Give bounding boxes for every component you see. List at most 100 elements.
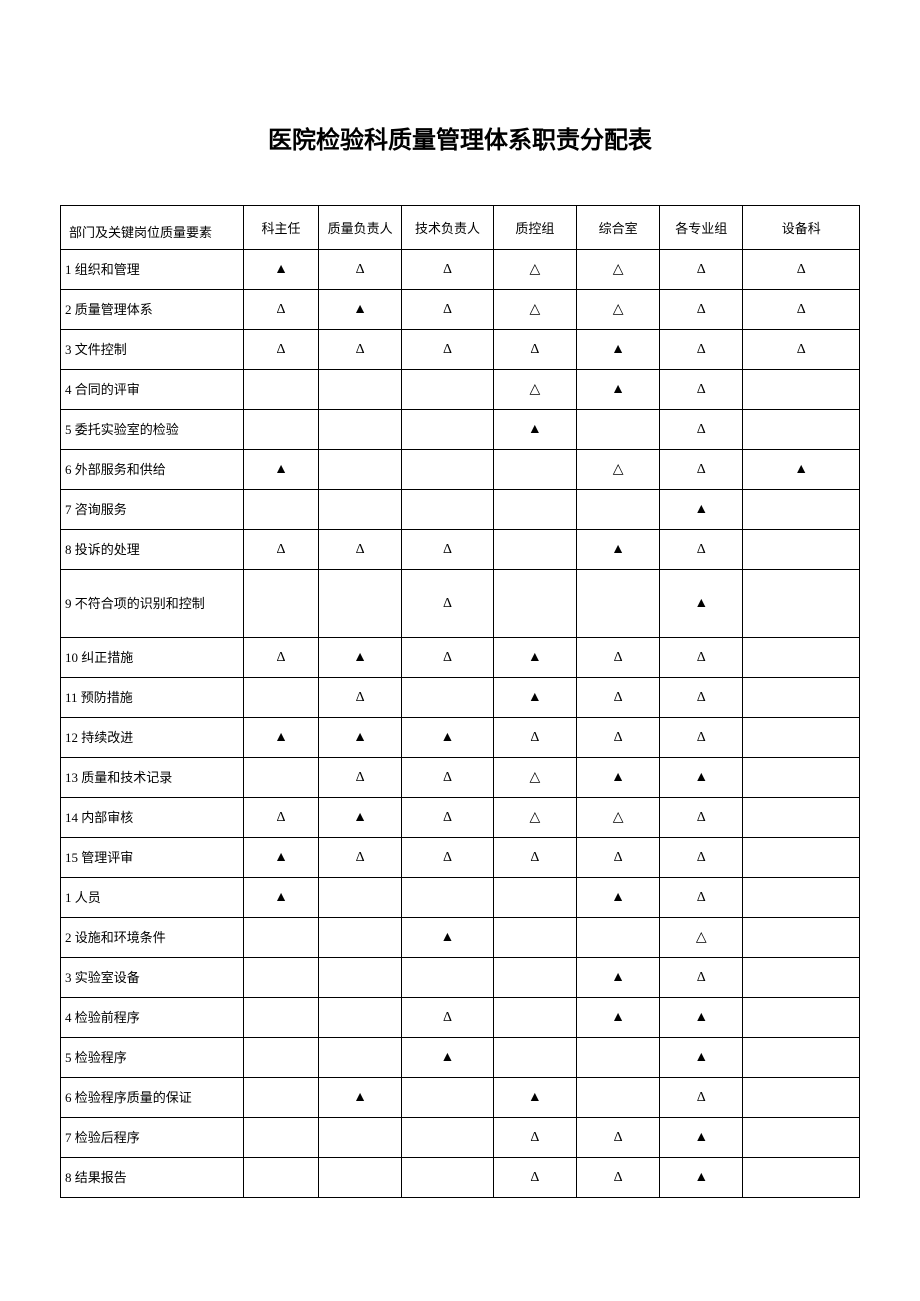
symbol-cell: Δ xyxy=(244,798,319,838)
symbol-cell xyxy=(319,918,402,958)
symbol-cell: ▲ xyxy=(319,798,402,838)
symbol-cell xyxy=(743,530,860,570)
symbol-cell: Δ xyxy=(493,330,576,370)
symbol-cell: Δ xyxy=(402,530,494,570)
symbol-cell: Δ xyxy=(244,530,319,570)
symbol-cell: ▲ xyxy=(319,1078,402,1118)
symbol-cell: ▲ xyxy=(576,758,659,798)
row-label: 6 外部服务和供给 xyxy=(61,450,244,490)
col-header: 质控组 xyxy=(493,206,576,250)
symbol-cell: △ xyxy=(576,290,659,330)
symbol-cell: Δ xyxy=(660,1078,743,1118)
symbol-cell: Δ xyxy=(576,718,659,758)
symbol-cell: Δ xyxy=(660,878,743,918)
symbol-cell xyxy=(244,758,319,798)
table-row: 15 管理评审▲ΔΔΔΔΔ xyxy=(61,838,860,878)
col-header: 设备科 xyxy=(743,206,860,250)
symbol-cell xyxy=(576,490,659,530)
symbol-cell: Δ xyxy=(319,758,402,798)
symbol-cell xyxy=(493,1038,576,1078)
page-title: 医院检验科质量管理体系职责分配表 xyxy=(60,120,860,155)
row-label: 8 结果报告 xyxy=(61,1158,244,1198)
table-row: 5 检验程序▲▲ xyxy=(61,1038,860,1078)
symbol-cell xyxy=(743,1118,860,1158)
symbol-cell: Δ xyxy=(402,798,494,838)
symbol-cell: ▲ xyxy=(660,998,743,1038)
symbol-cell xyxy=(244,570,319,638)
symbol-cell xyxy=(743,570,860,638)
table-row: 14 内部审核Δ▲Δ△△Δ xyxy=(61,798,860,838)
symbol-cell xyxy=(244,998,319,1038)
row-label: 5 委托实验室的检验 xyxy=(61,410,244,450)
symbol-cell: Δ xyxy=(660,958,743,998)
symbol-cell xyxy=(319,370,402,410)
table-row: 13 质量和技术记录ΔΔ△▲▲ xyxy=(61,758,860,798)
symbol-cell: ▲ xyxy=(743,450,860,490)
table-row: 4 检验前程序Δ▲▲ xyxy=(61,998,860,1038)
symbol-cell: ▲ xyxy=(319,290,402,330)
row-label: 13 质量和技术记录 xyxy=(61,758,244,798)
symbol-cell: ▲ xyxy=(244,718,319,758)
symbol-cell xyxy=(319,958,402,998)
symbol-cell xyxy=(244,918,319,958)
symbol-cell: Δ xyxy=(660,838,743,878)
row-label: 4 检验前程序 xyxy=(61,998,244,1038)
symbol-cell xyxy=(319,1158,402,1198)
row-label: 7 检验后程序 xyxy=(61,1118,244,1158)
symbol-cell: Δ xyxy=(402,570,494,638)
symbol-cell: Δ xyxy=(319,678,402,718)
symbol-cell xyxy=(743,798,860,838)
symbol-cell: Δ xyxy=(319,838,402,878)
table-row: 4 合同的评审△▲Δ xyxy=(61,370,860,410)
table-row: 5 委托实验室的检验▲Δ xyxy=(61,410,860,450)
table-row: 8 结果报告ΔΔ▲ xyxy=(61,1158,860,1198)
symbol-cell: Δ xyxy=(743,250,860,290)
symbol-cell: ▲ xyxy=(244,838,319,878)
symbol-cell xyxy=(743,958,860,998)
symbol-cell xyxy=(402,410,494,450)
row-label: 1 人员 xyxy=(61,878,244,918)
symbol-cell xyxy=(743,638,860,678)
symbol-cell: ▲ xyxy=(402,918,494,958)
row-label: 9 不符合项的识别和控制 xyxy=(61,570,244,638)
table-row: 9 不符合项的识别和控制Δ▲ xyxy=(61,570,860,638)
symbol-cell: △ xyxy=(493,798,576,838)
responsibility-table: 部门及关键岗位质量要素 科主任 质量负责人 技术负责人 质控组 综合室 各专业组… xyxy=(60,205,860,1198)
symbol-cell: △ xyxy=(493,370,576,410)
symbol-cell xyxy=(402,1118,494,1158)
row-label: 6 检验程序质量的保证 xyxy=(61,1078,244,1118)
row-label: 11 预防措施 xyxy=(61,678,244,718)
row-label: 2 设施和环境条件 xyxy=(61,918,244,958)
table-row: 6 外部服务和供给▲△Δ▲ xyxy=(61,450,860,490)
symbol-cell xyxy=(743,678,860,718)
symbol-cell xyxy=(244,958,319,998)
row-label: 5 检验程序 xyxy=(61,1038,244,1078)
symbol-cell: ▲ xyxy=(493,638,576,678)
symbol-cell: ▲ xyxy=(244,878,319,918)
table-row: 10 纠正措施Δ▲Δ▲ΔΔ xyxy=(61,638,860,678)
symbol-cell: Δ xyxy=(402,250,494,290)
symbol-cell: Δ xyxy=(493,1158,576,1198)
table-row: 2 质量管理体系Δ▲Δ△△ΔΔ xyxy=(61,290,860,330)
symbol-cell xyxy=(493,998,576,1038)
row-label: 15 管理评审 xyxy=(61,838,244,878)
table-row: 12 持续改进▲▲▲ΔΔΔ xyxy=(61,718,860,758)
symbol-cell: Δ xyxy=(576,638,659,678)
symbol-cell xyxy=(319,878,402,918)
table-row: 11 预防措施Δ▲ΔΔ xyxy=(61,678,860,718)
symbol-cell xyxy=(743,1158,860,1198)
symbol-cell xyxy=(493,490,576,530)
symbol-cell: Δ xyxy=(660,798,743,838)
row-header-title: 部门及关键岗位质量要素 xyxy=(61,206,244,250)
symbol-cell xyxy=(576,918,659,958)
symbol-cell xyxy=(493,918,576,958)
symbol-cell: ▲ xyxy=(576,958,659,998)
symbol-cell: Δ xyxy=(660,638,743,678)
symbol-cell: Δ xyxy=(402,330,494,370)
symbol-cell xyxy=(244,1158,319,1198)
symbol-cell: ▲ xyxy=(660,758,743,798)
symbol-cell xyxy=(402,370,494,410)
symbol-cell: Δ xyxy=(402,638,494,678)
symbol-cell: ▲ xyxy=(576,330,659,370)
symbol-cell: Δ xyxy=(576,1158,659,1198)
